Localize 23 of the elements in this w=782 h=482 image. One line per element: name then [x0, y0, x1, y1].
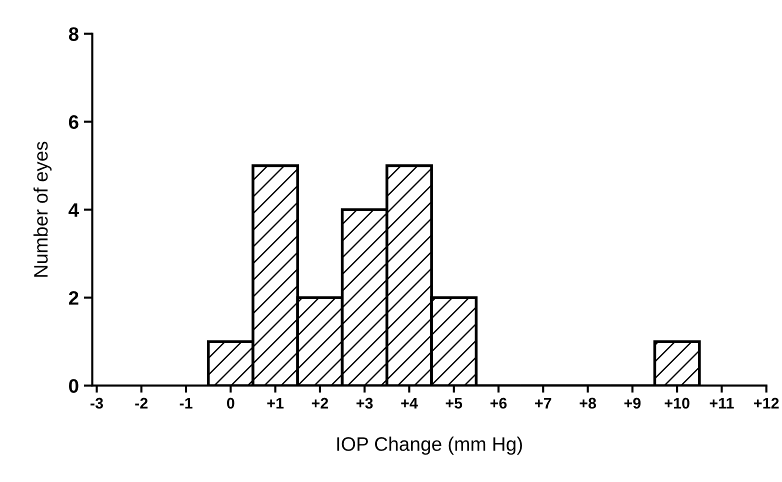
x-tick-label: +5 — [446, 398, 462, 409]
x-tick-label: +7 — [535, 398, 552, 408]
x-tick-label: +9 — [624, 398, 641, 409]
y-axis-title: Number of eyes — [33, 142, 52, 277]
x-tick-label: +10 — [664, 398, 690, 409]
x-tick-label: +4 — [401, 398, 418, 408]
y-tick-label: 4 — [68, 203, 79, 217]
x-tick-label: +2 — [312, 398, 328, 408]
x-tick-label: +1 — [267, 398, 284, 408]
x-axis-title: IOP Change (mm Hg) — [337, 436, 522, 455]
y-tick-label: 0 — [69, 379, 78, 393]
x-tick-label: +11 — [710, 398, 734, 408]
x-tick-label: +6 — [490, 398, 507, 409]
x-tick-label: +3 — [356, 398, 373, 409]
x-tick-label: -2 — [135, 398, 148, 408]
x-tick-label: +12 — [754, 398, 779, 408]
x-tick-label: -3 — [90, 398, 103, 409]
y-tick-label: 2 — [68, 291, 78, 305]
x-tick-label: 0 — [227, 398, 234, 409]
y-tick-label: 8 — [68, 27, 78, 41]
x-tick-label: +8 — [580, 398, 596, 409]
x-tick-label: -1 — [180, 398, 192, 408]
y-tick-label: 6 — [68, 115, 78, 129]
